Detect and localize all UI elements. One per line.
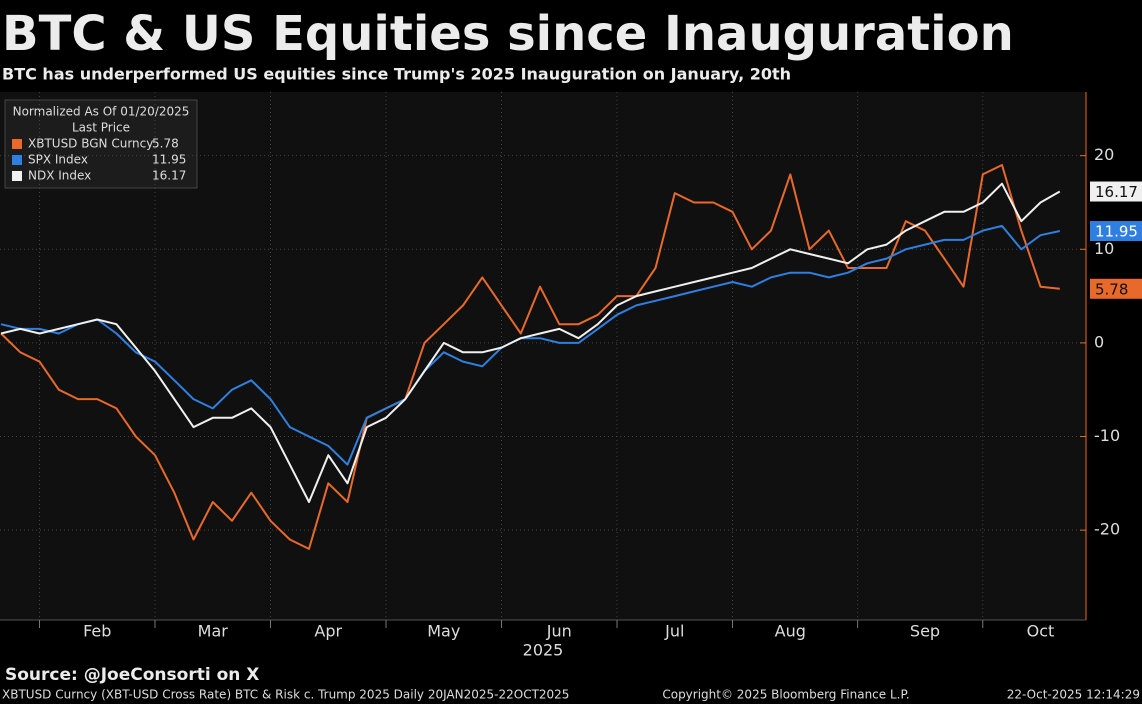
legend-title: Normalized As Of 01/20/2025 <box>13 105 190 119</box>
legend-label: NDX Index <box>28 169 91 183</box>
legend-box <box>4 99 198 189</box>
y-tick-label: -10 <box>1094 426 1120 445</box>
series-line <box>0 182 1061 503</box>
legend-value: 11.95 <box>152 153 186 167</box>
last-value-box <box>1090 278 1142 299</box>
last-value-label: 16.17 <box>1095 183 1138 201</box>
y-tick-label: 0 <box>1094 332 1104 351</box>
legend-swatch <box>12 155 22 165</box>
series-line <box>0 224 1061 466</box>
legend-label: XBTUSD BGN Curncy <box>28 137 153 151</box>
x-tick-label: Mar <box>198 622 229 641</box>
x-year-label: 2025 <box>523 641 564 660</box>
x-tick-label: Apr <box>314 622 342 641</box>
source: Source: @JoeConsorti on X <box>5 665 259 685</box>
x-tick-label: Aug <box>775 622 806 641</box>
footer-center: Copyright© 2025 Bloomberg Finance L.P. <box>662 688 909 702</box>
y-tick-label: 10 <box>1094 239 1114 258</box>
last-value-label: 5.78 <box>1095 280 1128 298</box>
footer-right: 22-Oct-2025 12:14:29 <box>1007 688 1140 702</box>
chart-subtitle: BTC has underperformed US equities since… <box>2 65 791 84</box>
x-tick-label: May <box>427 622 460 641</box>
x-tick-label: Jun <box>546 622 572 641</box>
legend-value: 5.78 <box>152 137 179 151</box>
legend-label: SPX Index <box>28 153 88 167</box>
last-value-box <box>1090 181 1142 202</box>
legend-swatch <box>12 139 22 149</box>
y-tick-label: 20 <box>1094 145 1114 164</box>
legend-swatch <box>12 171 22 181</box>
last-value-box <box>1090 221 1142 242</box>
legend-subtitle: Last Price <box>72 121 130 135</box>
x-tick-label: Jul <box>664 622 684 641</box>
x-tick-label: Sep <box>910 622 940 641</box>
x-tick-label: Oct <box>1027 622 1055 641</box>
legend-value: 16.17 <box>152 169 186 183</box>
series-line <box>0 164 1060 550</box>
chart-title: BTC & US Equities since Inauguration <box>2 6 1014 62</box>
x-tick-label: Feb <box>83 622 111 641</box>
y-tick-label: -20 <box>1094 520 1120 539</box>
footer-left: XBTUSD Curncy (XBT-USD Cross Rate) BTC &… <box>2 688 569 702</box>
last-value-label: 11.95 <box>1095 223 1138 241</box>
